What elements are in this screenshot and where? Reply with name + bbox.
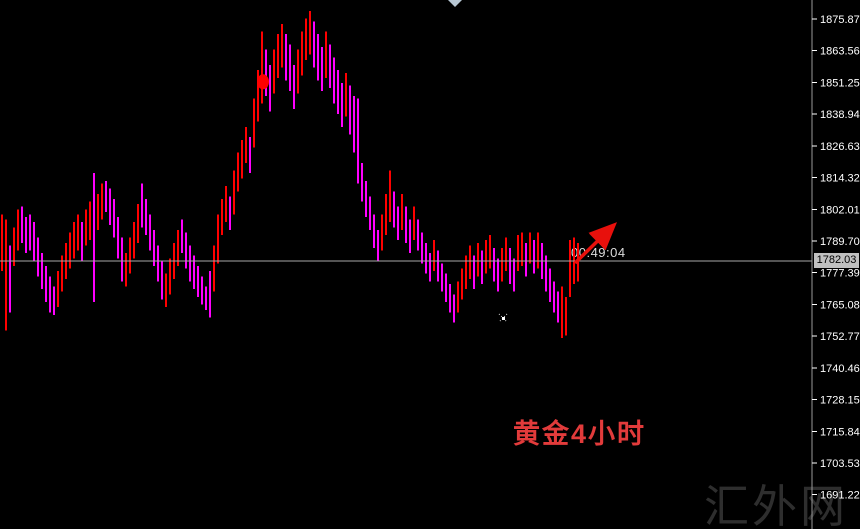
price-axis-label: 1715.84 bbox=[820, 426, 860, 438]
price-axis-label: 1802.01 bbox=[820, 204, 860, 216]
red-dot-marker[interactable] bbox=[257, 74, 269, 90]
chart-annotation-label[interactable]: 黄金4小时 bbox=[513, 419, 647, 449]
price-axis-label: 1777.39 bbox=[820, 268, 860, 280]
price-axis-label: 1703.53 bbox=[820, 458, 860, 470]
trend-arrow[interactable] bbox=[573, 222, 618, 265]
mouse-cursor-icon bbox=[498, 313, 508, 323]
price-axis-label: 1851.25 bbox=[820, 77, 860, 89]
chart-shift-triangle-icon[interactable] bbox=[448, 0, 462, 7]
price-axis-label: 1789.70 bbox=[820, 236, 860, 248]
watermark: 汇外网 bbox=[704, 481, 849, 529]
price-axis-label: 1740.46 bbox=[820, 363, 860, 375]
price-axis-label: 1875.87 bbox=[820, 14, 860, 26]
price-axis-label: 1765.08 bbox=[820, 299, 860, 311]
current-price-tag: 1782.03 bbox=[814, 253, 859, 268]
price-axis-label: 1728.15 bbox=[820, 395, 860, 407]
price-axis[interactable]: 1875.87 1863.56 1851.25 1838.94 1826.63 1814.… bbox=[811, 0, 860, 529]
price-bars bbox=[1, 10, 579, 339]
price-axis-label: 1826.63 bbox=[820, 141, 860, 153]
price-axis-label: 1752.77 bbox=[820, 331, 860, 343]
price-axis-label: 1691.22 bbox=[820, 490, 860, 502]
price-axis-label: 1863.56 bbox=[820, 46, 860, 58]
price-axis-label: 1814.32 bbox=[820, 173, 860, 185]
price-axis-label: 1838.94 bbox=[820, 109, 860, 121]
